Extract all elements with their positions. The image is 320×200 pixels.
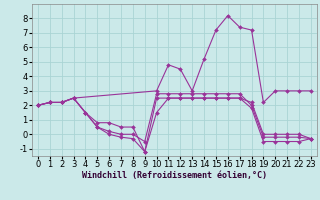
X-axis label: Windchill (Refroidissement éolien,°C): Windchill (Refroidissement éolien,°C) <box>82 171 267 180</box>
